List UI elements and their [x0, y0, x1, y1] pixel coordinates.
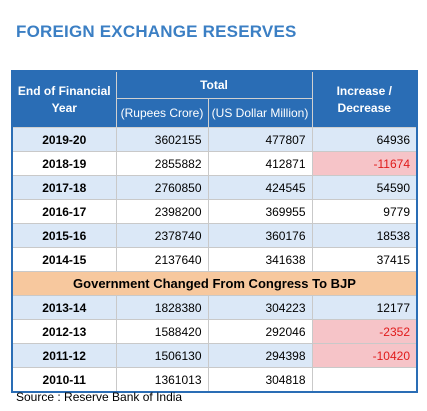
header-increase-decrease: Increase / Decrease — [311, 70, 418, 128]
change-cell: 54590 — [311, 175, 418, 200]
change-cell: -2352 — [311, 319, 418, 344]
reserves-table: End of Financial Year Total Increase / D… — [11, 70, 418, 393]
change-cell — [311, 367, 418, 393]
year-cell: 2015-16 — [11, 223, 117, 248]
year-cell: 2017-18 — [11, 175, 117, 200]
usd-cell: 424545 — [207, 175, 313, 200]
usd-cell: 304223 — [207, 295, 313, 320]
usd-cell: 369955 — [207, 199, 313, 224]
table-row: 2013-14 1828380 304223 12177 — [11, 295, 418, 320]
usd-cell: 304818 — [207, 367, 313, 393]
table-row: 2011-12 1506130 294398 -10420 — [11, 343, 418, 368]
table-row: 2019-20 3602155 477807 64936 — [11, 127, 418, 152]
rupees-cell: 2137640 — [115, 247, 209, 272]
page-title: FOREIGN EXCHANGE RESERVES — [16, 22, 297, 41]
government-change-banner: Government Changed From Congress To BJP — [11, 271, 418, 296]
usd-cell: 477807 — [207, 127, 313, 152]
change-cell: -11674 — [311, 151, 418, 176]
rupees-cell: 1506130 — [115, 343, 209, 368]
usd-cell: 360176 — [207, 223, 313, 248]
table-row: 2017-18 2760850 424545 54590 — [11, 175, 418, 200]
table-row: 2014-15 2137640 341638 37415 — [11, 247, 418, 272]
table-row: 2010-11 1361013 304818 — [11, 367, 418, 393]
rupees-cell: 1361013 — [115, 367, 209, 393]
table-row: 2018-19 2855882 412871 -11674 — [11, 151, 418, 176]
change-cell: 12177 — [311, 295, 418, 320]
change-cell: 37415 — [311, 247, 418, 272]
source-note: Source : Reserve Bank of India — [16, 390, 183, 404]
rupees-cell: 2398200 — [115, 199, 209, 224]
year-cell: 2012-13 — [11, 319, 117, 344]
table-row: 2012-13 1588420 292046 -2352 — [11, 319, 418, 344]
rupees-cell: 1588420 — [115, 319, 209, 344]
table-row: 2015-16 2378740 360176 18538 — [11, 223, 418, 248]
year-cell: 2013-14 — [11, 295, 117, 320]
rupees-cell: 2855882 — [115, 151, 209, 176]
year-cell: 2011-12 — [11, 343, 117, 368]
table-row: 2016-17 2398200 369955 9779 — [11, 199, 418, 224]
change-cell: 64936 — [311, 127, 418, 152]
change-cell: 18538 — [311, 223, 418, 248]
header-total: Total — [115, 70, 313, 99]
year-cell: 2010-11 — [11, 367, 117, 393]
usd-cell: 412871 — [207, 151, 313, 176]
year-cell: 2018-19 — [11, 151, 117, 176]
rupees-cell: 1828380 — [115, 295, 209, 320]
header-usd-million: (US Dollar Million) — [207, 98, 313, 128]
year-cell: 2016-17 — [11, 199, 117, 224]
usd-cell: 292046 — [207, 319, 313, 344]
rupees-cell: 2378740 — [115, 223, 209, 248]
header-rupees-crore: (Rupees Crore) — [115, 98, 209, 128]
usd-cell: 341638 — [207, 247, 313, 272]
year-cell: 2014-15 — [11, 247, 117, 272]
usd-cell: 294398 — [207, 343, 313, 368]
year-cell: 2019-20 — [11, 127, 117, 152]
rupees-cell: 3602155 — [115, 127, 209, 152]
header-financial-year: End of Financial Year — [11, 70, 117, 128]
change-cell: -10420 — [311, 343, 418, 368]
rupees-cell: 2760850 — [115, 175, 209, 200]
change-cell: 9779 — [311, 199, 418, 224]
